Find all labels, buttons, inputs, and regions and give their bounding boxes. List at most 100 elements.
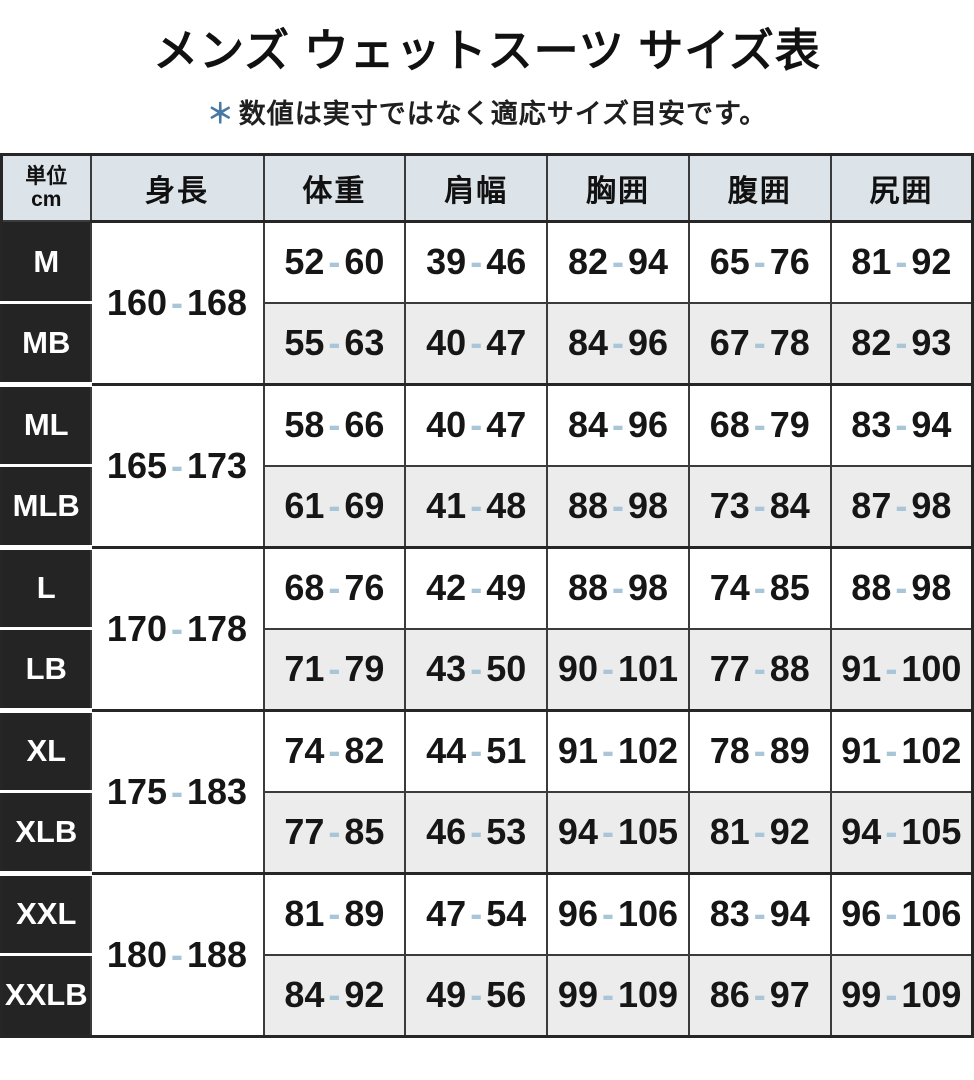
- range-dash: -: [328, 974, 341, 1015]
- weight-cell: 74-82: [262, 708, 407, 793]
- range-dash: -: [601, 648, 614, 689]
- range-dash: -: [470, 322, 483, 363]
- range-dash: -: [171, 444, 183, 486]
- waist-cell: 65-76: [687, 219, 832, 304]
- size-note-text: 数値は実寸ではなく適応サイズ目安です。: [238, 98, 768, 129]
- range-dash: -: [753, 404, 766, 445]
- range-dash: -: [328, 404, 341, 445]
- unit-header-cell: 単位 cm: [0, 153, 92, 222]
- range-dash: -: [328, 567, 341, 608]
- table-row: XL 175-183 74-82 44-51 91-102 78-89 91-1…: [0, 707, 974, 874]
- range-dash: -: [171, 933, 183, 975]
- hip-cell: 81-92: [829, 219, 974, 304]
- range-dash: -: [885, 811, 898, 852]
- waist-cell: 68-79: [687, 382, 832, 467]
- range-dash: -: [611, 322, 624, 363]
- table-row: L 170-178 68-76 42-49 88-98 74-85 88-98: [0, 544, 974, 711]
- range-dash: -: [895, 485, 908, 526]
- range-dash: -: [328, 648, 341, 689]
- size-label: ML: [0, 381, 92, 467]
- weight-cell: 81-89: [262, 871, 407, 956]
- table-row: XLB 77-85 46-53 94-105 81-92 94-105: [0, 790, 974, 874]
- range-dash: -: [470, 730, 483, 771]
- hip-cell: 94-105: [829, 790, 974, 874]
- range-dash: -: [753, 322, 766, 363]
- range-dash: -: [601, 730, 614, 771]
- asterisk-icon: ＊: [206, 98, 235, 129]
- range-dash: -: [611, 567, 624, 608]
- waist-cell: 74-85: [687, 545, 832, 630]
- shoulder-cell: 44-51: [404, 708, 549, 793]
- page-title: メンズ ウェットスーツ サイズ表: [153, 25, 821, 76]
- waist-cell: 86-97: [687, 953, 832, 1037]
- waist-cell: 67-78: [687, 301, 832, 385]
- chest-cell: 91-102: [546, 708, 690, 793]
- size-label: LB: [0, 627, 92, 711]
- column-header-height: 身長: [89, 153, 265, 222]
- shoulder-cell: 41-48: [404, 464, 549, 548]
- header-row: 単位 cm 身長 体重 肩幅 胸囲 腹囲 尻囲: [0, 153, 974, 222]
- chest-cell: 82-94: [546, 219, 690, 304]
- chest-cell: 88-98: [546, 464, 690, 548]
- range-dash: -: [885, 648, 898, 689]
- range-dash: -: [611, 241, 624, 282]
- range-dash: -: [470, 241, 483, 282]
- height-cell: 170-178: [89, 545, 265, 711]
- range-dash: -: [753, 567, 766, 608]
- range-dash: -: [470, 648, 483, 689]
- range-dash: -: [328, 322, 341, 363]
- size-label: XL: [0, 707, 92, 793]
- range-dash: -: [470, 811, 483, 852]
- shoulder-cell: 39-46: [404, 219, 549, 304]
- chest-cell: 96-106: [546, 871, 690, 956]
- range-dash: -: [885, 893, 898, 934]
- weight-cell: 58-66: [262, 382, 407, 467]
- range-dash: -: [895, 241, 908, 282]
- range-dash: -: [753, 893, 766, 934]
- table-row: MLB 61-69 41-48 88-98 73-84 87-98: [0, 464, 974, 548]
- table-row: ML 165-173 58-66 40-47 84-96 68-79 83-94: [0, 381, 974, 548]
- weight-cell: 71-79: [262, 627, 407, 711]
- weight-cell: 61-69: [262, 464, 407, 548]
- range-dash: -: [601, 893, 614, 934]
- column-header-weight: 体重: [262, 153, 407, 222]
- range-dash: -: [753, 241, 766, 282]
- range-dash: -: [470, 567, 483, 608]
- size-label: M: [0, 220, 92, 304]
- range-dash: -: [328, 485, 341, 526]
- hip-cell: 91-102: [829, 708, 974, 793]
- shoulder-cell: 47-54: [404, 871, 549, 956]
- weight-cell: 55-63: [262, 301, 407, 385]
- waist-cell: 78-89: [687, 708, 832, 793]
- column-header-hip: 尻囲: [829, 153, 974, 222]
- column-header-waist: 腹囲: [687, 153, 832, 222]
- chest-cell: 84-96: [546, 301, 690, 385]
- range-dash: -: [601, 974, 614, 1015]
- waist-cell: 81-92: [687, 790, 832, 874]
- hip-cell: 88-98: [829, 545, 974, 630]
- hip-cell: 99-109: [829, 953, 974, 1037]
- waist-cell: 83-94: [687, 871, 832, 956]
- range-dash: -: [753, 811, 766, 852]
- height-cell: 160-168: [89, 219, 265, 385]
- range-dash: -: [611, 404, 624, 445]
- chest-cell: 94-105: [546, 790, 690, 874]
- height-cell: 165-173: [89, 382, 265, 548]
- range-dash: -: [611, 485, 624, 526]
- size-label: XXLB: [0, 953, 92, 1037]
- table-row: XXL 180-188 81-89 47-54 96-106 83-94 96-…: [0, 870, 974, 1037]
- hip-cell: 96-106: [829, 871, 974, 956]
- chest-cell: 84-96: [546, 382, 690, 467]
- shoulder-cell: 49-56: [404, 953, 549, 1037]
- range-dash: -: [753, 974, 766, 1015]
- table-row: XXLB 84-92 49-56 99-109 86-97 99-109: [0, 953, 974, 1037]
- hip-cell: 82-93: [829, 301, 974, 385]
- chest-cell: 88-98: [546, 545, 690, 630]
- range-dash: -: [171, 770, 183, 812]
- range-dash: -: [171, 281, 183, 323]
- range-dash: -: [328, 811, 341, 852]
- chest-cell: 99-109: [546, 953, 690, 1037]
- size-note: ＊数値は実寸ではなく適応サイズ目安です。: [0, 92, 974, 131]
- range-dash: -: [601, 811, 614, 852]
- shoulder-cell: 42-49: [404, 545, 549, 630]
